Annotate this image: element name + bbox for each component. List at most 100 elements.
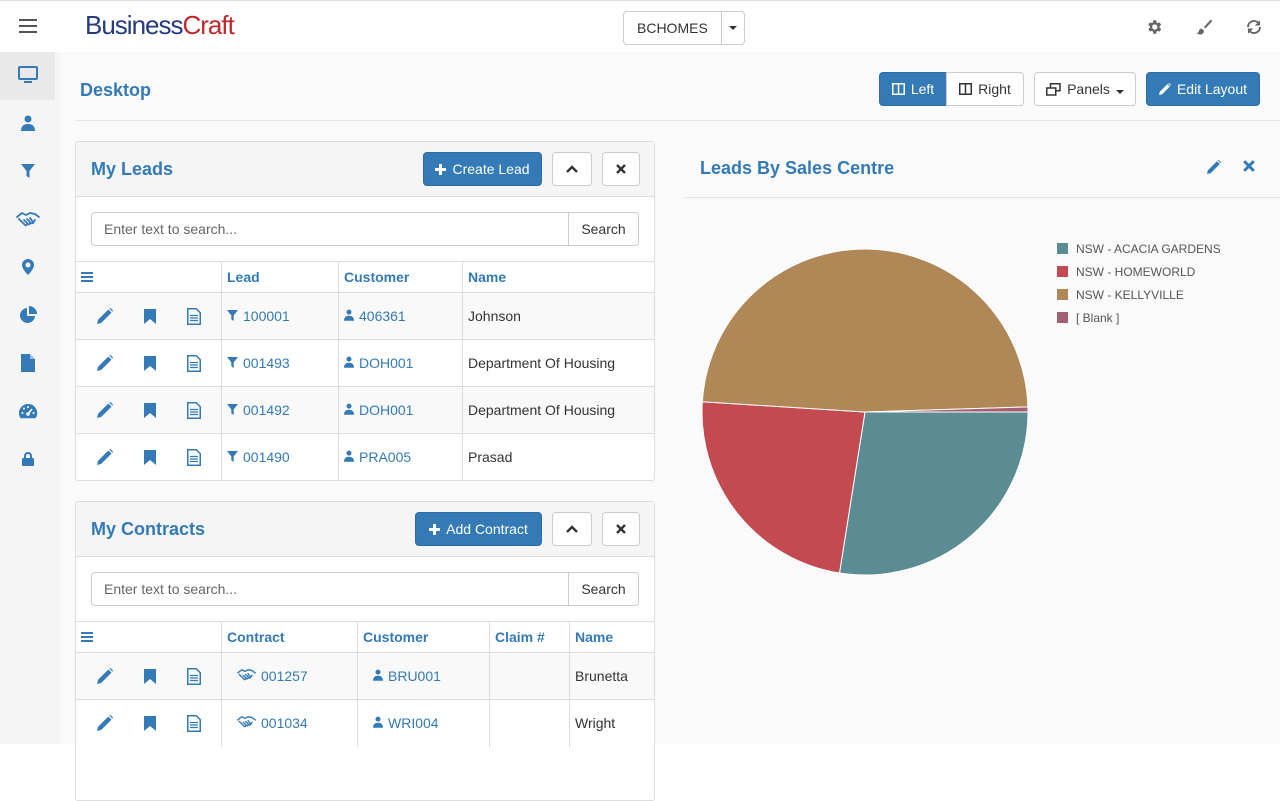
name-cell: Wright — [569, 699, 654, 747]
customer-link[interactable]: DOH001 — [344, 402, 413, 418]
user-icon — [373, 668, 383, 684]
legend-item[interactable]: NSW - KELLYVILLE — [1057, 283, 1221, 306]
layout-left-button[interactable]: Left — [879, 72, 947, 106]
document-icon[interactable] — [186, 307, 201, 325]
chevron-down-icon[interactable] — [722, 12, 744, 44]
column-header-name[interactable]: Name — [462, 261, 654, 293]
contract-link[interactable]: 001034 — [237, 715, 308, 731]
search-button[interactable]: Search — [569, 212, 639, 246]
edit-icon[interactable] — [96, 715, 113, 732]
bookmark-icon[interactable] — [143, 449, 156, 465]
sidebar-item-contracts[interactable] — [0, 196, 55, 244]
leads-search: Search — [91, 212, 639, 246]
name-cell: Johnson — [462, 292, 654, 340]
legend-item[interactable]: [ Blank ] — [1057, 306, 1221, 329]
document-icon[interactable] — [186, 401, 201, 419]
user-icon — [344, 402, 354, 418]
lead-link[interactable]: 001490 — [227, 449, 290, 465]
sidebar-item-leads[interactable] — [0, 148, 55, 196]
sidebar-item-dashboard[interactable] — [0, 388, 55, 436]
sidebar-item-desktop[interactable] — [0, 52, 55, 100]
contract-link[interactable]: 001257 — [237, 668, 308, 684]
customer-link[interactable]: BRU001 — [373, 668, 441, 684]
row-actions — [76, 433, 222, 481]
column-menu[interactable] — [76, 261, 222, 293]
user-icon — [344, 308, 354, 324]
edit-layout-button[interactable]: Edit Layout — [1146, 72, 1260, 106]
bookmark-icon[interactable] — [143, 715, 156, 731]
column-header-lead[interactable]: Lead — [221, 261, 339, 293]
lead-link[interactable]: 001493 — [227, 355, 290, 371]
collapse-button[interactable] — [552, 152, 592, 186]
create-lead-button[interactable]: Create Lead — [423, 152, 542, 186]
gear-icon[interactable] — [1144, 15, 1164, 39]
pie-slice-2[interactable] — [701, 248, 1029, 413]
legend-item[interactable]: NSW - HOMEWORLD — [1057, 260, 1221, 283]
sidebar-item-customers[interactable] — [0, 100, 55, 148]
customer-link[interactable]: 406361 — [344, 308, 406, 324]
search-button[interactable]: Search — [569, 572, 639, 606]
column-header-claim[interactable]: Claim # — [489, 621, 570, 653]
list-icon[interactable] — [81, 629, 93, 645]
pie-slice-3[interactable] — [864, 406, 1029, 413]
logo-part1: Business — [85, 10, 183, 40]
pencil-icon[interactable] — [1207, 160, 1221, 174]
bookmark-icon[interactable] — [143, 402, 156, 418]
column-header-contract[interactable]: Contract — [221, 621, 358, 653]
edit-icon[interactable] — [96, 402, 113, 418]
edit-icon[interactable] — [96, 668, 113, 684]
column-header-customer[interactable]: Customer — [338, 261, 463, 293]
sidebar-item-locations[interactable] — [0, 244, 55, 292]
customer-link[interactable]: WRI004 — [373, 715, 439, 731]
legend-swatch — [1057, 312, 1068, 323]
company-selector[interactable]: BCHOMES — [623, 11, 745, 45]
company-label[interactable]: BCHOMES — [624, 12, 722, 44]
lead-link[interactable]: 100001 — [227, 308, 290, 324]
document-icon[interactable] — [186, 448, 201, 466]
sidebar-item-reports[interactable] — [0, 292, 55, 340]
edit-layout-label: Edit Layout — [1176, 81, 1248, 97]
close-button[interactable] — [602, 152, 640, 186]
pie-slice-1[interactable] — [701, 401, 866, 574]
chart-legend: NSW - ACACIA GARDENS NSW - HOMEWORLD NSW -… — [1057, 237, 1221, 329]
document-icon[interactable] — [186, 354, 201, 372]
bookmark-icon[interactable] — [143, 308, 156, 324]
add-contract-button[interactable]: Add Contract — [415, 512, 542, 546]
edit-icon[interactable] — [96, 449, 113, 466]
column-header-customer[interactable]: Customer — [357, 621, 490, 653]
sidebar-item-security[interactable] — [0, 436, 55, 484]
edit-icon[interactable] — [96, 308, 113, 324]
add-contract-label: Add Contract — [446, 521, 528, 537]
customer-code: BRU001 — [388, 668, 441, 684]
app-logo[interactable]: BusinessCraft — [85, 10, 235, 41]
list-icon[interactable] — [81, 269, 93, 285]
pie-slice-0[interactable] — [838, 411, 1029, 576]
customer-link[interactable]: DOH001 — [344, 355, 413, 371]
lead-cell: 001493 — [221, 339, 339, 387]
close-button[interactable] — [602, 512, 640, 546]
document-icon[interactable] — [186, 667, 201, 685]
close-icon[interactable] — [1243, 160, 1255, 174]
hamburger-menu-icon[interactable] — [19, 19, 37, 33]
search-input[interactable] — [91, 572, 569, 606]
edit-icon[interactable] — [96, 355, 113, 371]
layout-right-button[interactable]: Right — [946, 72, 1024, 106]
brush-icon[interactable] — [1194, 15, 1214, 39]
customer-cell: PRA005 — [338, 433, 463, 481]
document-icon[interactable] — [186, 714, 201, 732]
panels-dropdown[interactable]: Panels — [1034, 72, 1136, 106]
contracts-table: Contract Customer Claim # Name 001257 BRU… — [76, 621, 654, 747]
bookmark-icon[interactable] — [143, 668, 156, 684]
search-input[interactable] — [91, 212, 569, 246]
lead-link[interactable]: 001492 — [227, 402, 290, 418]
panel-header: My Leads Create Lead — [76, 142, 654, 197]
refresh-icon[interactable] — [1244, 15, 1264, 39]
legend-item[interactable]: NSW - ACACIA GARDENS — [1057, 237, 1221, 260]
layout-right-label: Right — [978, 81, 1011, 97]
customer-link[interactable]: PRA005 — [344, 449, 411, 465]
sidebar-item-documents[interactable] — [0, 340, 55, 388]
column-menu[interactable] — [76, 621, 222, 653]
column-header-name[interactable]: Name — [569, 621, 654, 653]
collapse-button[interactable] — [552, 512, 592, 546]
bookmark-icon[interactable] — [143, 355, 156, 371]
